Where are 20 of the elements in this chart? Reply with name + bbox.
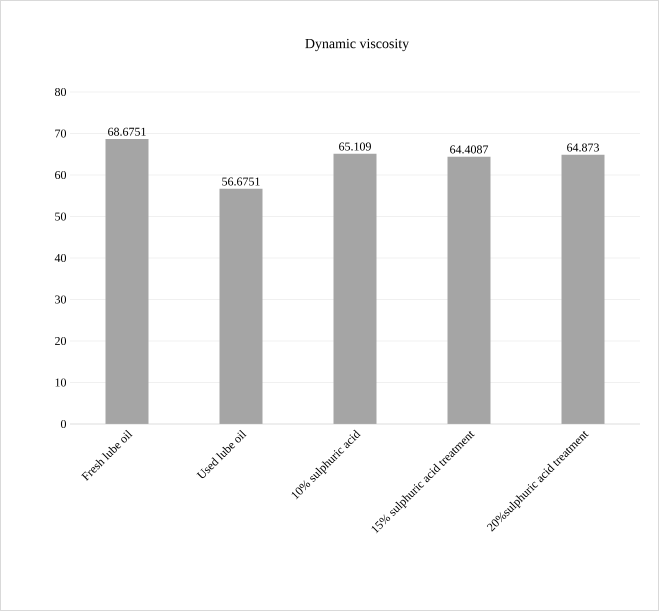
y-tick-label: 30 (55, 295, 66, 304)
y-tick-label: 60 (55, 170, 66, 180)
bar (562, 154, 605, 424)
chart-title: Dynamic viscosity (305, 38, 410, 52)
bar (106, 139, 148, 424)
y-tick-label: 80 (54, 88, 66, 96)
data-label: 56.6751 (222, 178, 260, 186)
y-tick-label: 50 (55, 212, 66, 221)
data-label: 65.109 (339, 142, 371, 151)
y-tick-label: 70 (55, 129, 66, 138)
y-tick-label: 10 (56, 378, 66, 387)
bar (448, 156, 491, 424)
data-label: 64.4087 (450, 145, 488, 154)
y-tick-label: 40 (54, 254, 66, 262)
y-tick-label: 0 (60, 420, 66, 428)
data-label: 64.873 (567, 143, 599, 152)
y-tick-label: 20 (55, 336, 66, 346)
bar (220, 188, 263, 424)
data-label: 68.6751 (108, 128, 146, 136)
bar (334, 154, 377, 424)
